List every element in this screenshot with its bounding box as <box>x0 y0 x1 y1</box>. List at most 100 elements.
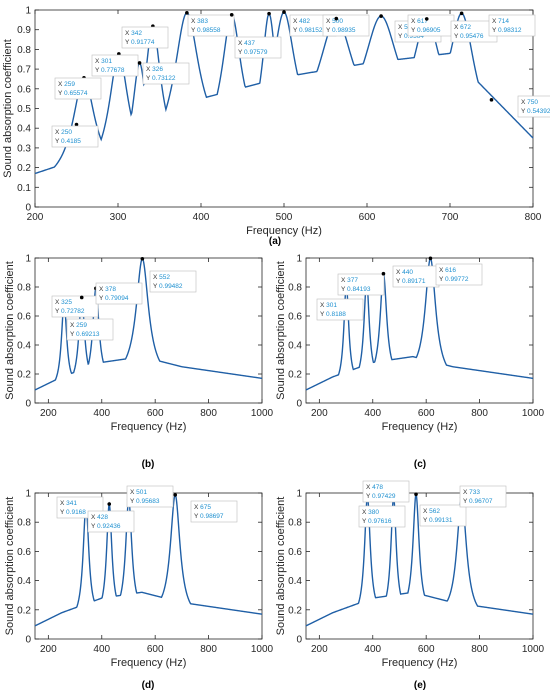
x-tick-label: 1000 <box>251 644 274 655</box>
datatip-x: X 437 <box>238 40 255 47</box>
x-tick-label: 400 <box>364 644 381 655</box>
datatip: X 750 Y 0.54392 <box>489 95 550 118</box>
x-axis-label: Frequency (Hz) <box>382 421 458 433</box>
y-tick-label: 0.6 <box>17 84 31 95</box>
datatip-x: X 325 <box>55 299 72 306</box>
x-tick-label: 1000 <box>251 408 274 419</box>
y-tick-label: 1 <box>25 6 31 17</box>
y-tick-label: 0.8 <box>17 45 31 56</box>
panel-a: 200 300 400 500 600 700 800 0 0.1 0.2 0.3 0.4 0.5 0.6… <box>2 6 550 247</box>
y-tick-label: 0 <box>296 635 302 646</box>
datatip-box <box>234 36 282 59</box>
y-tick-label: 0 <box>25 399 31 410</box>
datatip-marker <box>379 14 383 18</box>
datatip-y: Y 0.98697 <box>194 513 224 520</box>
datatip-y: Y 0.98558 <box>191 27 221 34</box>
datatip: X 378 Y 0.79094 <box>94 282 143 305</box>
y-tick-label: 0.8 <box>288 518 302 529</box>
datatip-y: Y 0.92436 <box>91 523 121 530</box>
datatip-box <box>337 273 385 296</box>
datatip-box <box>187 14 235 37</box>
datatip-y: Y 0.98935 <box>326 27 356 34</box>
datatip-marker <box>414 492 418 497</box>
datatip-x: X 377 <box>341 277 358 284</box>
x-tick-label: 200 <box>27 212 44 223</box>
datatip-marker <box>140 256 145 261</box>
datatip-x: X 378 <box>99 286 116 293</box>
datatip-x: X 500 <box>326 18 343 25</box>
datatip: X 342 Y 0.91774 <box>121 24 169 49</box>
datatip-box <box>54 77 102 100</box>
x-tick-label: 200 <box>40 408 57 419</box>
y-tick-label: 1 <box>25 254 31 265</box>
y-tick-label: 0.4 <box>288 576 302 587</box>
x-tick-label: 600 <box>147 644 164 655</box>
y-tick-label: 0 <box>296 399 302 410</box>
datatip: X 250 Y 0.4185 <box>51 122 99 148</box>
x-tick-label: 700 <box>442 212 459 223</box>
datatip-y: Y 0.79094 <box>99 295 129 302</box>
datatip-x: X 342 <box>125 30 142 37</box>
x-tick-label: 200 <box>40 644 57 655</box>
panel-caption: (d) <box>142 680 155 691</box>
y-tick-label: 0.1 <box>17 183 31 194</box>
y-tick-label: 0.6 <box>17 547 31 558</box>
series-line <box>34 257 263 391</box>
datatip-marker <box>173 493 178 497</box>
x-tick-label: 1000 <box>522 644 545 655</box>
datatip: X 617 Y 0.96905 <box>379 14 455 37</box>
datatip-x: X 501 <box>130 489 147 496</box>
datatip-box <box>87 510 135 533</box>
datatip: X 325 Y 0.72782 <box>51 295 99 318</box>
datatip-y: Y 0.97579 <box>238 49 268 56</box>
x-tick-label: 800 <box>200 644 217 655</box>
datatip: X 259 Y 0.69213 <box>66 295 114 341</box>
datatip-x: X 617 <box>411 18 428 25</box>
y-tick-label: 1 <box>25 489 31 500</box>
y-tick-label: 1 <box>296 254 302 265</box>
y-axis-label: Sound absorption coefficient <box>4 497 16 636</box>
x-tick-label: 500 <box>276 212 293 223</box>
datatip-x: X 250 <box>55 129 72 136</box>
y-axis-label: Sound absorption coefficient <box>4 261 16 400</box>
datatip: X 672 Y 0.95476 <box>424 17 498 43</box>
datatip-x: X 733 <box>463 489 480 496</box>
panel-caption: (e) <box>414 680 426 691</box>
x-axis-label: Frequency (Hz) <box>382 657 458 669</box>
datatip-x: X 714 <box>492 18 509 25</box>
datatip: X 714 Y 0.98312 <box>459 11 536 37</box>
series-line <box>305 492 534 627</box>
datatip-marker <box>79 295 84 300</box>
datatip-box <box>51 125 99 148</box>
panel-c: 200 400 600 800 1000 0 0.2 0.4 0.6 0.8 1 Frequency … <box>275 254 545 471</box>
datatip: X 440 Y 0.89171 <box>381 265 440 288</box>
datatip-y: Y 0.97616 <box>362 518 392 525</box>
y-tick-label: 0.4 <box>17 576 31 587</box>
datatip-y: Y 0.9168 <box>60 509 86 516</box>
datatip-y: Y 0.4185 <box>55 138 81 145</box>
datatip-y: Y 0.91774 <box>125 39 155 46</box>
datatip-y: Y 0.89171 <box>396 278 426 285</box>
datatip-x: X 301 <box>95 58 112 65</box>
panel-caption: (b) <box>142 459 155 470</box>
datatip-y: Y 0.95683 <box>130 498 160 505</box>
x-tick-label: 1000 <box>522 408 545 419</box>
datatip: X 377 Y 0.84193 <box>337 273 385 296</box>
datatip-y: Y 0.8188 <box>320 311 346 318</box>
y-tick-label: 0.3 <box>17 143 31 154</box>
datatip-x: X 482 <box>293 18 310 25</box>
y-axis-label: Sound absorption coefficient <box>275 497 287 636</box>
panel-b: 200 400 600 800 1000 0 0.2 0.4 0.6 0.8 1 Frequency … <box>4 254 274 471</box>
axes-frame <box>305 492 534 640</box>
datatip: X 428 Y 0.92436 <box>87 502 135 533</box>
datatip-box <box>419 504 467 527</box>
datatip: X 562 Y 0.99131 <box>414 492 467 527</box>
y-tick-label: 0.2 <box>17 370 31 381</box>
datatip-x: X 259 <box>58 81 75 88</box>
y-tick-label: 1 <box>296 489 302 500</box>
datatip: X 733 Y 0.96707 <box>459 485 507 508</box>
y-tick-label: 0.7 <box>17 65 31 76</box>
datatip-x: X 562 <box>423 508 440 515</box>
datatip-x: X 380 <box>362 509 379 516</box>
